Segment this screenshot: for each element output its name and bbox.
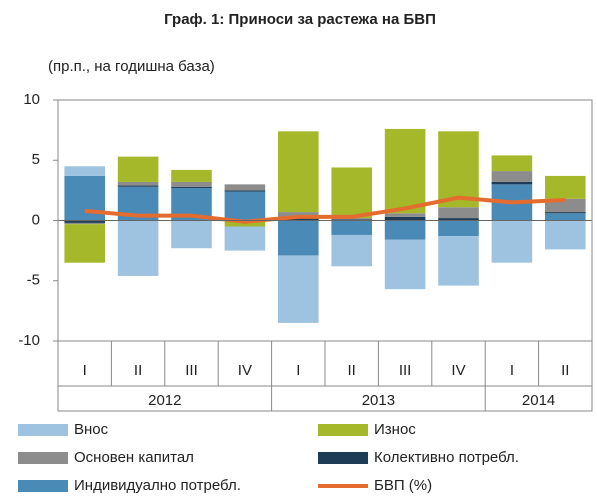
y-tick-label: 0 bbox=[32, 211, 40, 228]
bar-segment bbox=[278, 218, 319, 221]
bar-segment bbox=[384, 220, 426, 240]
x-tick-label: IV bbox=[238, 362, 252, 379]
bar-segment bbox=[278, 131, 319, 213]
bar-segment bbox=[64, 224, 105, 263]
x-tick-label: I bbox=[83, 362, 87, 379]
x-group-label: 2013 bbox=[362, 392, 395, 409]
bar-segment bbox=[331, 220, 372, 235]
bar-segment bbox=[171, 220, 212, 249]
bar-segment bbox=[438, 220, 479, 237]
y-tick-label: -10 bbox=[18, 332, 40, 349]
x-tick-label: I bbox=[510, 362, 514, 379]
legend-label: Основен капитал bbox=[74, 449, 194, 466]
bar-segment bbox=[117, 156, 159, 182]
bar-segment bbox=[171, 181, 212, 187]
bar-segment bbox=[384, 128, 426, 214]
bar-segment bbox=[438, 218, 479, 221]
x-tick-label: II bbox=[348, 362, 356, 379]
y-tick-label: 5 bbox=[32, 151, 40, 168]
legend-label: Внос bbox=[74, 421, 109, 438]
x-group-label: 2012 bbox=[148, 392, 181, 409]
bar-segment bbox=[438, 236, 479, 286]
bar-segment bbox=[224, 191, 266, 221]
x-tick-label: I bbox=[296, 362, 300, 379]
x-tick-label: III bbox=[185, 362, 198, 379]
x-tick-label: IV bbox=[451, 362, 465, 379]
bar-segment bbox=[545, 220, 586, 250]
legend-swatch bbox=[18, 480, 68, 492]
x-group-label: 2014 bbox=[522, 392, 555, 409]
bar-segment bbox=[384, 239, 426, 290]
bar-segment bbox=[64, 220, 105, 223]
bar-segment bbox=[438, 207, 479, 219]
bar-segment bbox=[278, 220, 319, 256]
bar-segment bbox=[278, 255, 319, 323]
legend-label: БВП (%) bbox=[374, 477, 432, 494]
bar-segment bbox=[117, 185, 159, 187]
bar-segment bbox=[438, 131, 479, 208]
bar-segment bbox=[545, 175, 586, 199]
legend-swatch bbox=[18, 452, 68, 464]
bar-segment bbox=[491, 181, 533, 185]
plot-frame bbox=[57, 99, 593, 412]
bar-segment bbox=[331, 219, 372, 221]
chart-title: Граф. 1: Приноси за растежа на БВП bbox=[164, 11, 436, 28]
bar-segment bbox=[384, 216, 426, 221]
bar-segment bbox=[331, 234, 372, 267]
bar-segment bbox=[64, 222, 105, 225]
legend-swatch bbox=[318, 452, 368, 464]
bar-segment bbox=[64, 166, 105, 176]
legend-swatch bbox=[18, 424, 68, 436]
x-tick-label: II bbox=[561, 362, 569, 379]
bar-segment bbox=[224, 184, 266, 191]
bar-segment bbox=[545, 212, 586, 214]
bar-segment bbox=[491, 155, 533, 172]
x-tick-label: II bbox=[134, 362, 142, 379]
legend-swatch bbox=[318, 424, 368, 436]
x-tick-label: III bbox=[399, 362, 412, 379]
bar-segment bbox=[171, 186, 212, 188]
bar-segment bbox=[491, 220, 533, 263]
chart-subtitle: (пр.п., на годишна база) bbox=[48, 58, 215, 75]
bar-segment bbox=[117, 181, 159, 186]
line-series bbox=[84, 195, 566, 224]
legend-label: Колективно потребл. bbox=[374, 449, 519, 466]
legend-label: Индивидуално потребл. bbox=[74, 477, 241, 494]
y-tick-label: -5 bbox=[27, 272, 40, 289]
bar-segment bbox=[171, 169, 212, 182]
bar-segment bbox=[384, 213, 426, 217]
bar-segment bbox=[117, 220, 159, 276]
legend-label: Износ bbox=[374, 421, 416, 438]
bar-segment bbox=[331, 167, 372, 219]
bar-segment bbox=[491, 171, 533, 182]
bar-segment bbox=[224, 226, 266, 251]
bar-segment bbox=[224, 190, 266, 192]
y-tick-label: 10 bbox=[23, 91, 40, 108]
bar-segment bbox=[545, 213, 586, 221]
